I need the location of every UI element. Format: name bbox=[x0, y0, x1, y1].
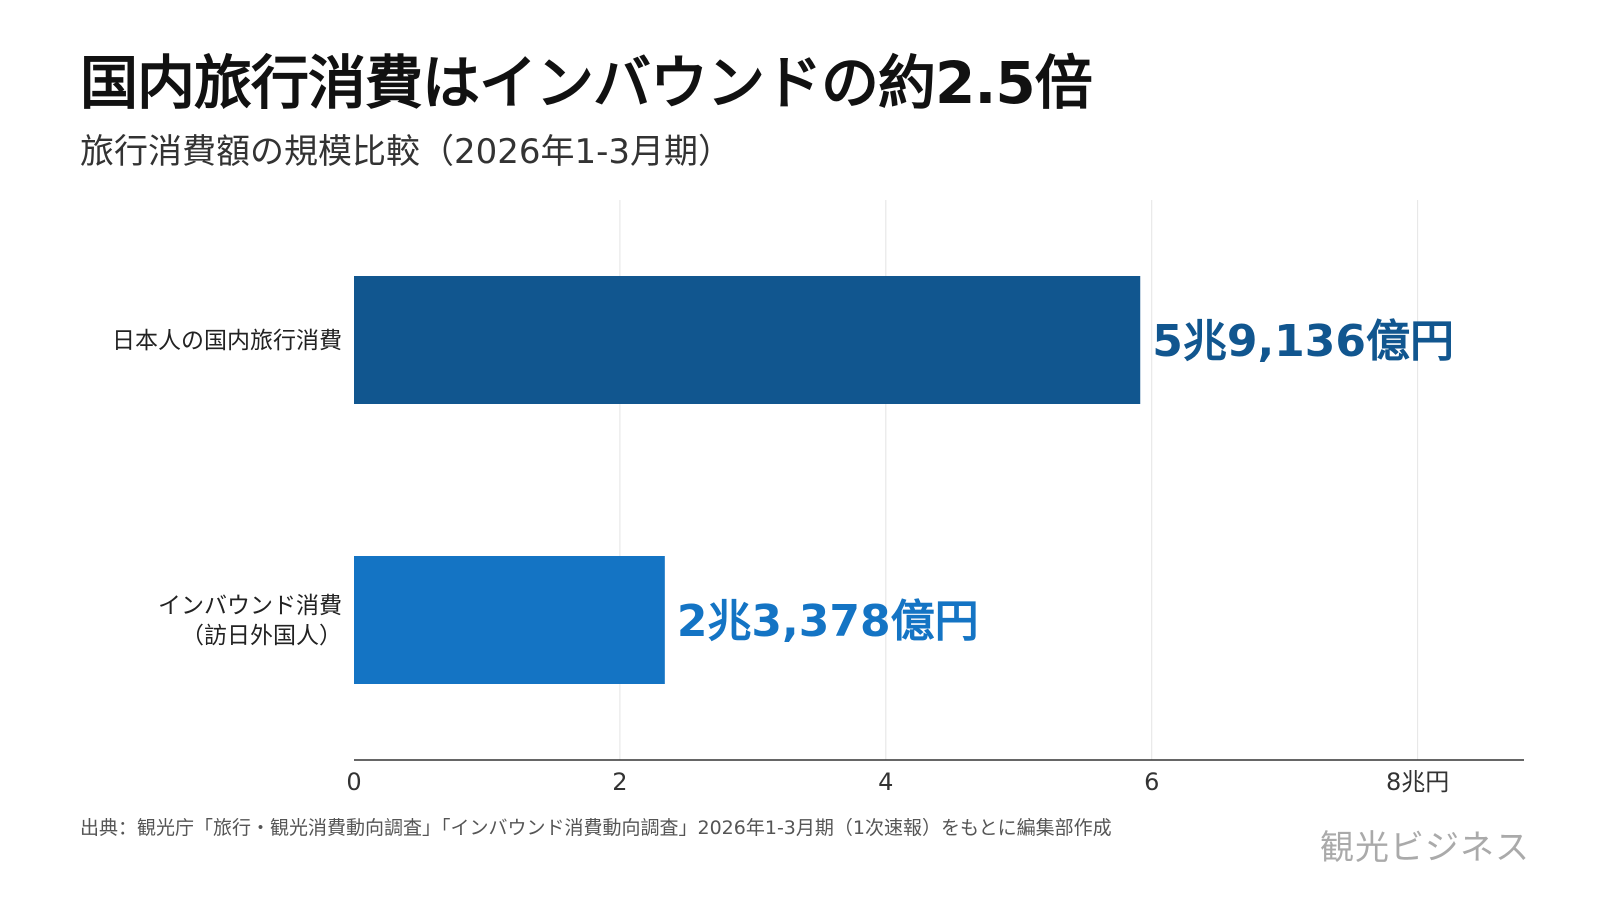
data-label: 5兆9,136億円 bbox=[1152, 316, 1454, 367]
tick-label: 6 bbox=[1144, 768, 1159, 796]
category-label: 日本人の国内旅行消費 bbox=[112, 328, 342, 354]
bar bbox=[354, 276, 1141, 404]
data-label: 2兆3,378億円 bbox=[677, 596, 979, 647]
bar-chart: 5兆9,136億円 日本人の国内旅行消費 2兆3,378億円 インバウンド消費 （訪日外… bbox=[112, 200, 1524, 796]
category-label: インバウンド消費 bbox=[158, 593, 342, 619]
tick-label: 0 bbox=[346, 768, 361, 796]
chart-subtitle: 旅行消費額の規模比較（2026年1-3月期） bbox=[80, 132, 733, 172]
bar bbox=[354, 556, 665, 684]
brand-logo: 観光ビジネス bbox=[1320, 828, 1530, 868]
chart-title: 国内旅行消費はインバウンドの約2.5倍 bbox=[80, 49, 1093, 117]
tick-label: 2 bbox=[612, 768, 627, 796]
source-note: 出典：観光庁「旅行・観光消費動向調査」「インバウンド消費動向調査」2026年1-… bbox=[80, 817, 1112, 839]
tick-label: 4 bbox=[878, 768, 893, 796]
category-label: （訪日外国人） bbox=[181, 623, 342, 649]
tick-label: 8兆円 bbox=[1386, 768, 1449, 796]
